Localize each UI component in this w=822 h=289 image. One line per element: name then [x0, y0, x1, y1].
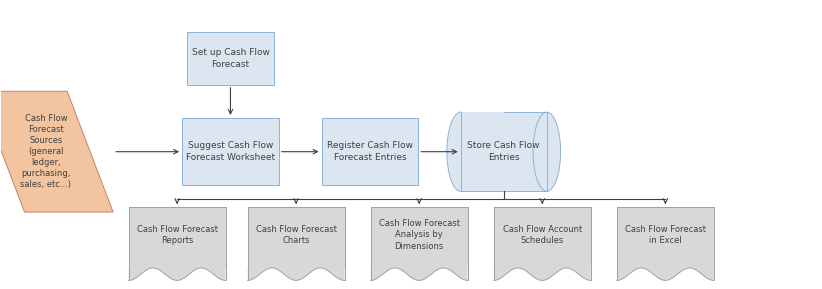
FancyBboxPatch shape — [129, 207, 225, 268]
Ellipse shape — [533, 112, 561, 191]
FancyBboxPatch shape — [187, 32, 274, 85]
FancyBboxPatch shape — [460, 112, 547, 191]
FancyBboxPatch shape — [182, 118, 279, 186]
FancyBboxPatch shape — [371, 207, 468, 268]
Text: Register Cash Flow
Forecast Entries: Register Cash Flow Forecast Entries — [327, 141, 413, 162]
FancyBboxPatch shape — [460, 112, 504, 191]
Text: Cash Flow Account
Schedules: Cash Flow Account Schedules — [503, 225, 582, 245]
Text: Cash Flow Forecast
Reports: Cash Flow Forecast Reports — [136, 225, 218, 245]
Text: Cash Flow
Forecast
Sources
(general
ledger,
purchasing,
sales, etc...): Cash Flow Forecast Sources (general ledg… — [21, 114, 72, 190]
FancyBboxPatch shape — [247, 207, 344, 268]
FancyBboxPatch shape — [617, 207, 713, 268]
FancyBboxPatch shape — [494, 207, 591, 268]
Text: Suggest Cash Flow
Forecast Worksheet: Suggest Cash Flow Forecast Worksheet — [186, 141, 275, 162]
Text: Store Cash Flow
Entries: Store Cash Flow Entries — [468, 141, 540, 162]
Text: Cash Flow Forecast
Analysis by
Dimensions: Cash Flow Forecast Analysis by Dimension… — [379, 219, 459, 251]
FancyBboxPatch shape — [321, 118, 418, 186]
Text: Set up Cash Flow
Forecast: Set up Cash Flow Forecast — [192, 48, 270, 68]
Polygon shape — [0, 91, 113, 212]
Ellipse shape — [447, 112, 474, 191]
Text: Cash Flow Forecast
in Excel: Cash Flow Forecast in Excel — [625, 225, 706, 245]
Text: Cash Flow Forecast
Charts: Cash Flow Forecast Charts — [256, 225, 337, 245]
